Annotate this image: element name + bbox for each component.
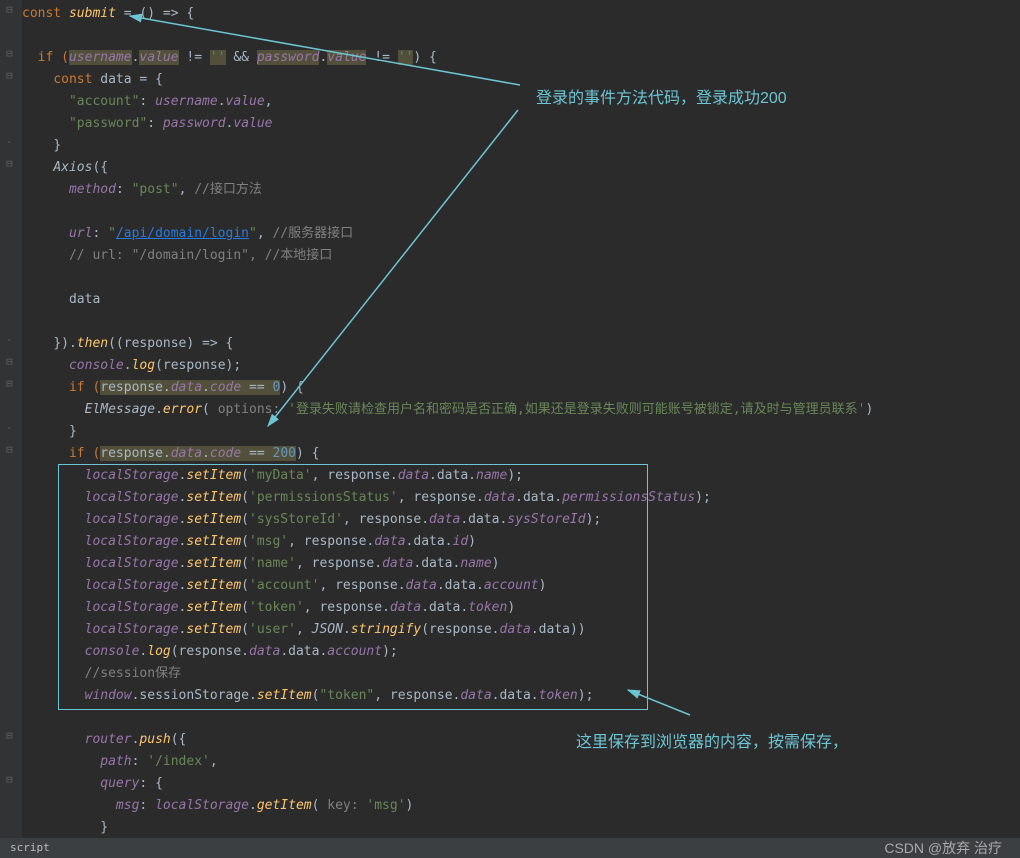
fold-icon[interactable]: ⊟ — [6, 69, 13, 82]
code-line: query: { — [22, 773, 1020, 795]
code-line: url: "/api/domain/login", //服务器接口 — [22, 223, 1020, 245]
annotation-box — [58, 464, 648, 710]
fold-icon[interactable]: ⊟ — [6, 443, 13, 456]
fold-icon[interactable]: ⊟ — [6, 3, 13, 16]
code-line: // url: "/domain/login", //本地接口 — [22, 245, 1020, 267]
annotation-label-bottom: 这里保存到浏览器的内容，按需保存， — [576, 728, 848, 752]
code-line: ElMessage.error( options: '登录失败请检查用户名和密码… — [22, 399, 1020, 421]
code-line: console.log(response); — [22, 355, 1020, 377]
fold-icon[interactable]: ⊟ — [6, 773, 13, 786]
fold-icon[interactable]: ⊟ — [6, 729, 13, 742]
breadcrumb[interactable]: script — [10, 838, 50, 858]
code-line: if (response.data.code == 0) { — [22, 377, 1020, 399]
code-line: data — [22, 289, 1020, 311]
code-line: "account": username.value, — [22, 91, 1020, 113]
code-line: router.push({ — [22, 729, 1020, 751]
fold-icon[interactable]: ⊟ — [6, 377, 13, 390]
code-line: } — [22, 817, 1020, 839]
editor-gutter: ⊟ ⊟ ⊟ - ⊟ - ⊟ ⊟ - ⊟ ⊟ ⊟ — [0, 0, 22, 838]
code-line: const data = { — [22, 69, 1020, 91]
code-line: if (response.data.code == 200) { — [22, 443, 1020, 465]
code-line: const submit = () => { — [22, 3, 1020, 25]
fold-icon[interactable]: - — [6, 135, 13, 148]
watermark: CSDN @放弃 治疗 — [884, 838, 1002, 858]
code-line: Axios({ — [22, 157, 1020, 179]
code-line: } — [22, 421, 1020, 443]
fold-icon[interactable]: ⊟ — [6, 47, 13, 60]
code-line: "password": password.value — [22, 113, 1020, 135]
code-line: path: '/index', — [22, 751, 1020, 773]
code-editor[interactable]: const submit = () => { if (username.valu… — [22, 3, 1020, 839]
code-line: method: "post", //接口方法 — [22, 179, 1020, 201]
code-line: }).then((response) => { — [22, 333, 1020, 355]
code-line: } — [22, 135, 1020, 157]
status-bar: script CSDN @放弃 治疗 — [0, 838, 1020, 858]
fold-icon[interactable]: ⊟ — [6, 355, 13, 368]
fold-icon[interactable]: - — [6, 333, 13, 346]
code-line: if (username.value != '' && password.val… — [22, 47, 1020, 69]
fold-icon[interactable]: ⊟ — [6, 157, 13, 170]
code-line: msg: localStorage.getItem( key: 'msg') — [22, 795, 1020, 817]
annotation-label-top: 登录的事件方法代码，登录成功200 — [536, 84, 787, 108]
fold-icon[interactable]: - — [6, 421, 13, 434]
